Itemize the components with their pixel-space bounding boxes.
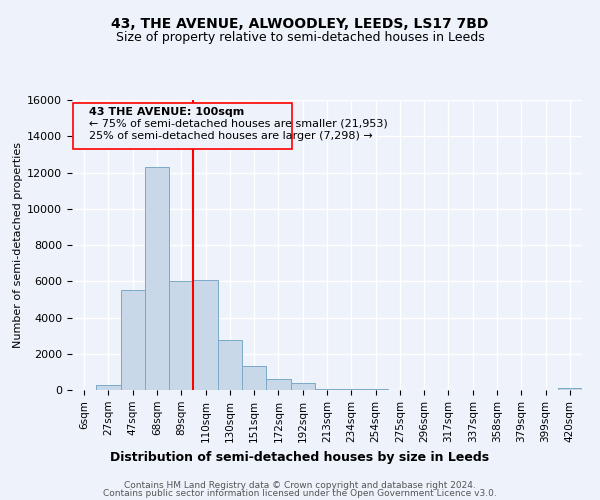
Bar [193,280,218,390]
Text: 25% of semi-detached houses are larger (7,298) →: 25% of semi-detached houses are larger (… [89,131,373,141]
Bar [364,389,388,390]
Text: 43 THE AVENUE: 100sqm: 43 THE AVENUE: 100sqm [89,108,244,118]
Bar [96,385,121,390]
Bar [558,388,582,390]
Bar [315,388,339,390]
Bar [242,366,266,390]
FancyBboxPatch shape [73,102,292,149]
Bar [145,167,169,390]
Y-axis label: Number of semi-detached properties: Number of semi-detached properties [13,142,23,348]
Text: Contains public sector information licensed under the Open Government Licence v3: Contains public sector information licen… [103,490,497,498]
Bar [290,383,315,390]
Text: Size of property relative to semi-detached houses in Leeds: Size of property relative to semi-detach… [116,31,484,44]
Bar [266,380,290,390]
Text: Contains HM Land Registry data © Crown copyright and database right 2024.: Contains HM Land Registry data © Crown c… [124,480,476,490]
Bar [339,388,364,390]
Text: 43, THE AVENUE, ALWOODLEY, LEEDS, LS17 7BD: 43, THE AVENUE, ALWOODLEY, LEEDS, LS17 7… [112,18,488,32]
Bar [169,281,193,390]
Bar [218,340,242,390]
Text: Distribution of semi-detached houses by size in Leeds: Distribution of semi-detached houses by … [110,451,490,464]
Text: ← 75% of semi-detached houses are smaller (21,953): ← 75% of semi-detached houses are smalle… [89,118,388,128]
Bar [121,290,145,390]
